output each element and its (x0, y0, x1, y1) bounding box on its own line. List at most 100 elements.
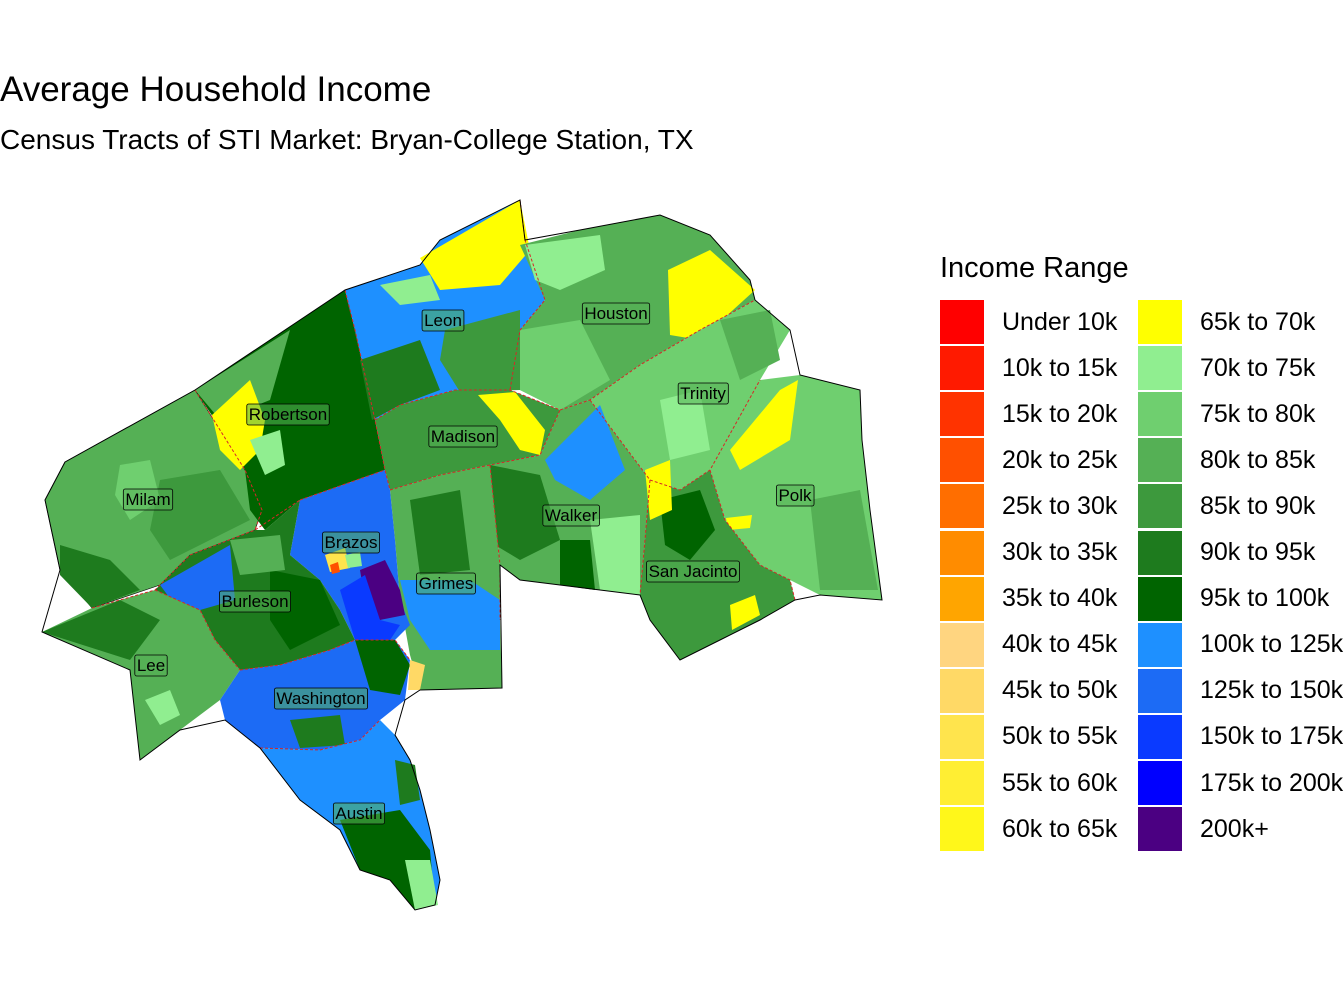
legend-label: 65k to 70k (1200, 307, 1316, 336)
legend-item: 50k to 55k (940, 714, 1118, 759)
legend-label: 80k to 85k (1200, 445, 1316, 474)
county-label-box (776, 484, 815, 507)
legend-title: Income Range (940, 252, 1129, 284)
legend-label: Under 10k (1002, 307, 1118, 336)
tract-lee-b (42, 600, 160, 660)
county-label: Grimes (419, 574, 474, 593)
legend-item: 85k to 90k (1138, 484, 1315, 529)
legend-swatch (1138, 530, 1182, 575)
legend-swatch (940, 300, 984, 344)
legend-label: 175k to 200k (1200, 768, 1344, 797)
county-label: Burleson (221, 592, 288, 611)
county-label-box (416, 572, 476, 595)
tract-walker-d (590, 515, 640, 595)
legend-label: 35k to 40k (1002, 584, 1118, 613)
legend-label: 45k to 50k (1002, 676, 1118, 705)
tract-leon-e (360, 340, 440, 420)
legend-swatch (1138, 576, 1182, 621)
legend-label: 40k to 45k (1002, 630, 1118, 659)
legend-item: 70k to 75k (1138, 346, 1316, 391)
legend-label: 75k to 80k (1200, 399, 1316, 428)
tract-madison-b (478, 392, 545, 455)
legend-swatch (1138, 761, 1182, 805)
tract-brazos-f (345, 552, 362, 568)
legend-swatch (940, 761, 984, 805)
legend-label: 70k to 75k (1200, 353, 1316, 382)
county-label-box (219, 590, 291, 613)
tract-washington-b (355, 640, 410, 695)
legend-label: 200k+ (1200, 814, 1269, 843)
legend-swatch (1138, 346, 1182, 391)
county-label-box (421, 309, 465, 332)
legend-swatch (1138, 807, 1182, 852)
legend-item: 150k to 175k (1138, 714, 1343, 759)
tract-milam-c (60, 545, 140, 608)
legend-label: 30k to 35k (1002, 538, 1118, 566)
legend-item: 100k to 125k (1138, 622, 1344, 667)
legend-swatch (1138, 714, 1182, 759)
legend-label: 10k to 15k (1002, 353, 1118, 382)
legend-item: 75k to 80k (1138, 392, 1316, 437)
tract-walker-c (490, 465, 560, 560)
tract-leon-b (420, 200, 530, 290)
tract-brazos-c (340, 575, 400, 640)
county-label-box (332, 802, 386, 825)
county-label: Madison (431, 427, 495, 446)
legend-swatch (1138, 438, 1182, 483)
tract-walker-e (560, 540, 595, 590)
legend-item: 95k to 100k (1138, 576, 1330, 621)
choropleth-map: Leon Houston Trinity Robertson Madison Milam P… (41, 199, 883, 911)
county-label-box (581, 302, 651, 325)
legend-swatch (940, 714, 984, 759)
legend-label: 100k to 125k (1200, 630, 1344, 659)
map-title: Average Household Income (0, 70, 432, 109)
county-label-box (322, 531, 380, 554)
tract-burleson-d (230, 535, 285, 575)
legend-item: 125k to 150k (1138, 668, 1343, 713)
county-label: Milam (125, 490, 170, 509)
legend-item: Under 10k (940, 300, 1117, 344)
legend-swatch (940, 668, 984, 713)
tract-burleson-c (270, 570, 340, 650)
legend-item: 200k+ (1138, 807, 1269, 852)
tract-milam-b (150, 470, 250, 560)
tract-houston-b (525, 235, 605, 290)
legend-item: 90k to 95k (1138, 530, 1315, 575)
tract-san-jacinto-c (645, 460, 672, 520)
legend-label: 95k to 100k (1200, 584, 1330, 613)
legend-swatch (1138, 392, 1182, 437)
tract-robertson-c (212, 380, 265, 470)
tract-houston-c (668, 250, 755, 340)
tract-grimes-b (410, 490, 470, 575)
county-label: Walker (545, 506, 598, 525)
tract-brazos-e (330, 562, 340, 574)
tract-polk-c (810, 490, 878, 590)
legend-swatch (940, 530, 984, 575)
legend-swatch (940, 622, 984, 667)
map-subtitle: Census Tracts of STI Market: Bryan-Colle… (0, 124, 694, 155)
tract-grimes-c (400, 580, 500, 650)
legend-label: 60k to 65k (1002, 814, 1118, 843)
county-label: San Jacinto (649, 562, 738, 581)
county-label-box (134, 654, 168, 677)
tract-trinity-c (720, 310, 780, 380)
tract-houston-d (520, 320, 610, 410)
county-labels: Leon Houston Trinity Robertson Madison Milam P… (122, 302, 815, 825)
county-label: Houston (584, 304, 647, 323)
legend-label: 50k to 55k (1002, 722, 1118, 751)
legend-swatch (1138, 300, 1182, 344)
county-label: Robertson (249, 405, 327, 424)
tract-polk-d (726, 515, 752, 530)
county-label-box (246, 403, 330, 426)
legend-swatch (940, 576, 984, 621)
legend-item: 80k to 85k (1138, 438, 1316, 483)
legend-swatch (1138, 484, 1182, 529)
legend-swatch (1138, 668, 1182, 713)
tract-lee-c (145, 690, 180, 725)
county-label-box (274, 687, 368, 710)
county-label-box (122, 488, 174, 511)
legend-label: 55k to 60k (1002, 768, 1118, 797)
tract-walker-b (545, 405, 625, 500)
county-label: Austin (335, 804, 382, 823)
legend-item: 40k to 45k (940, 622, 1118, 667)
